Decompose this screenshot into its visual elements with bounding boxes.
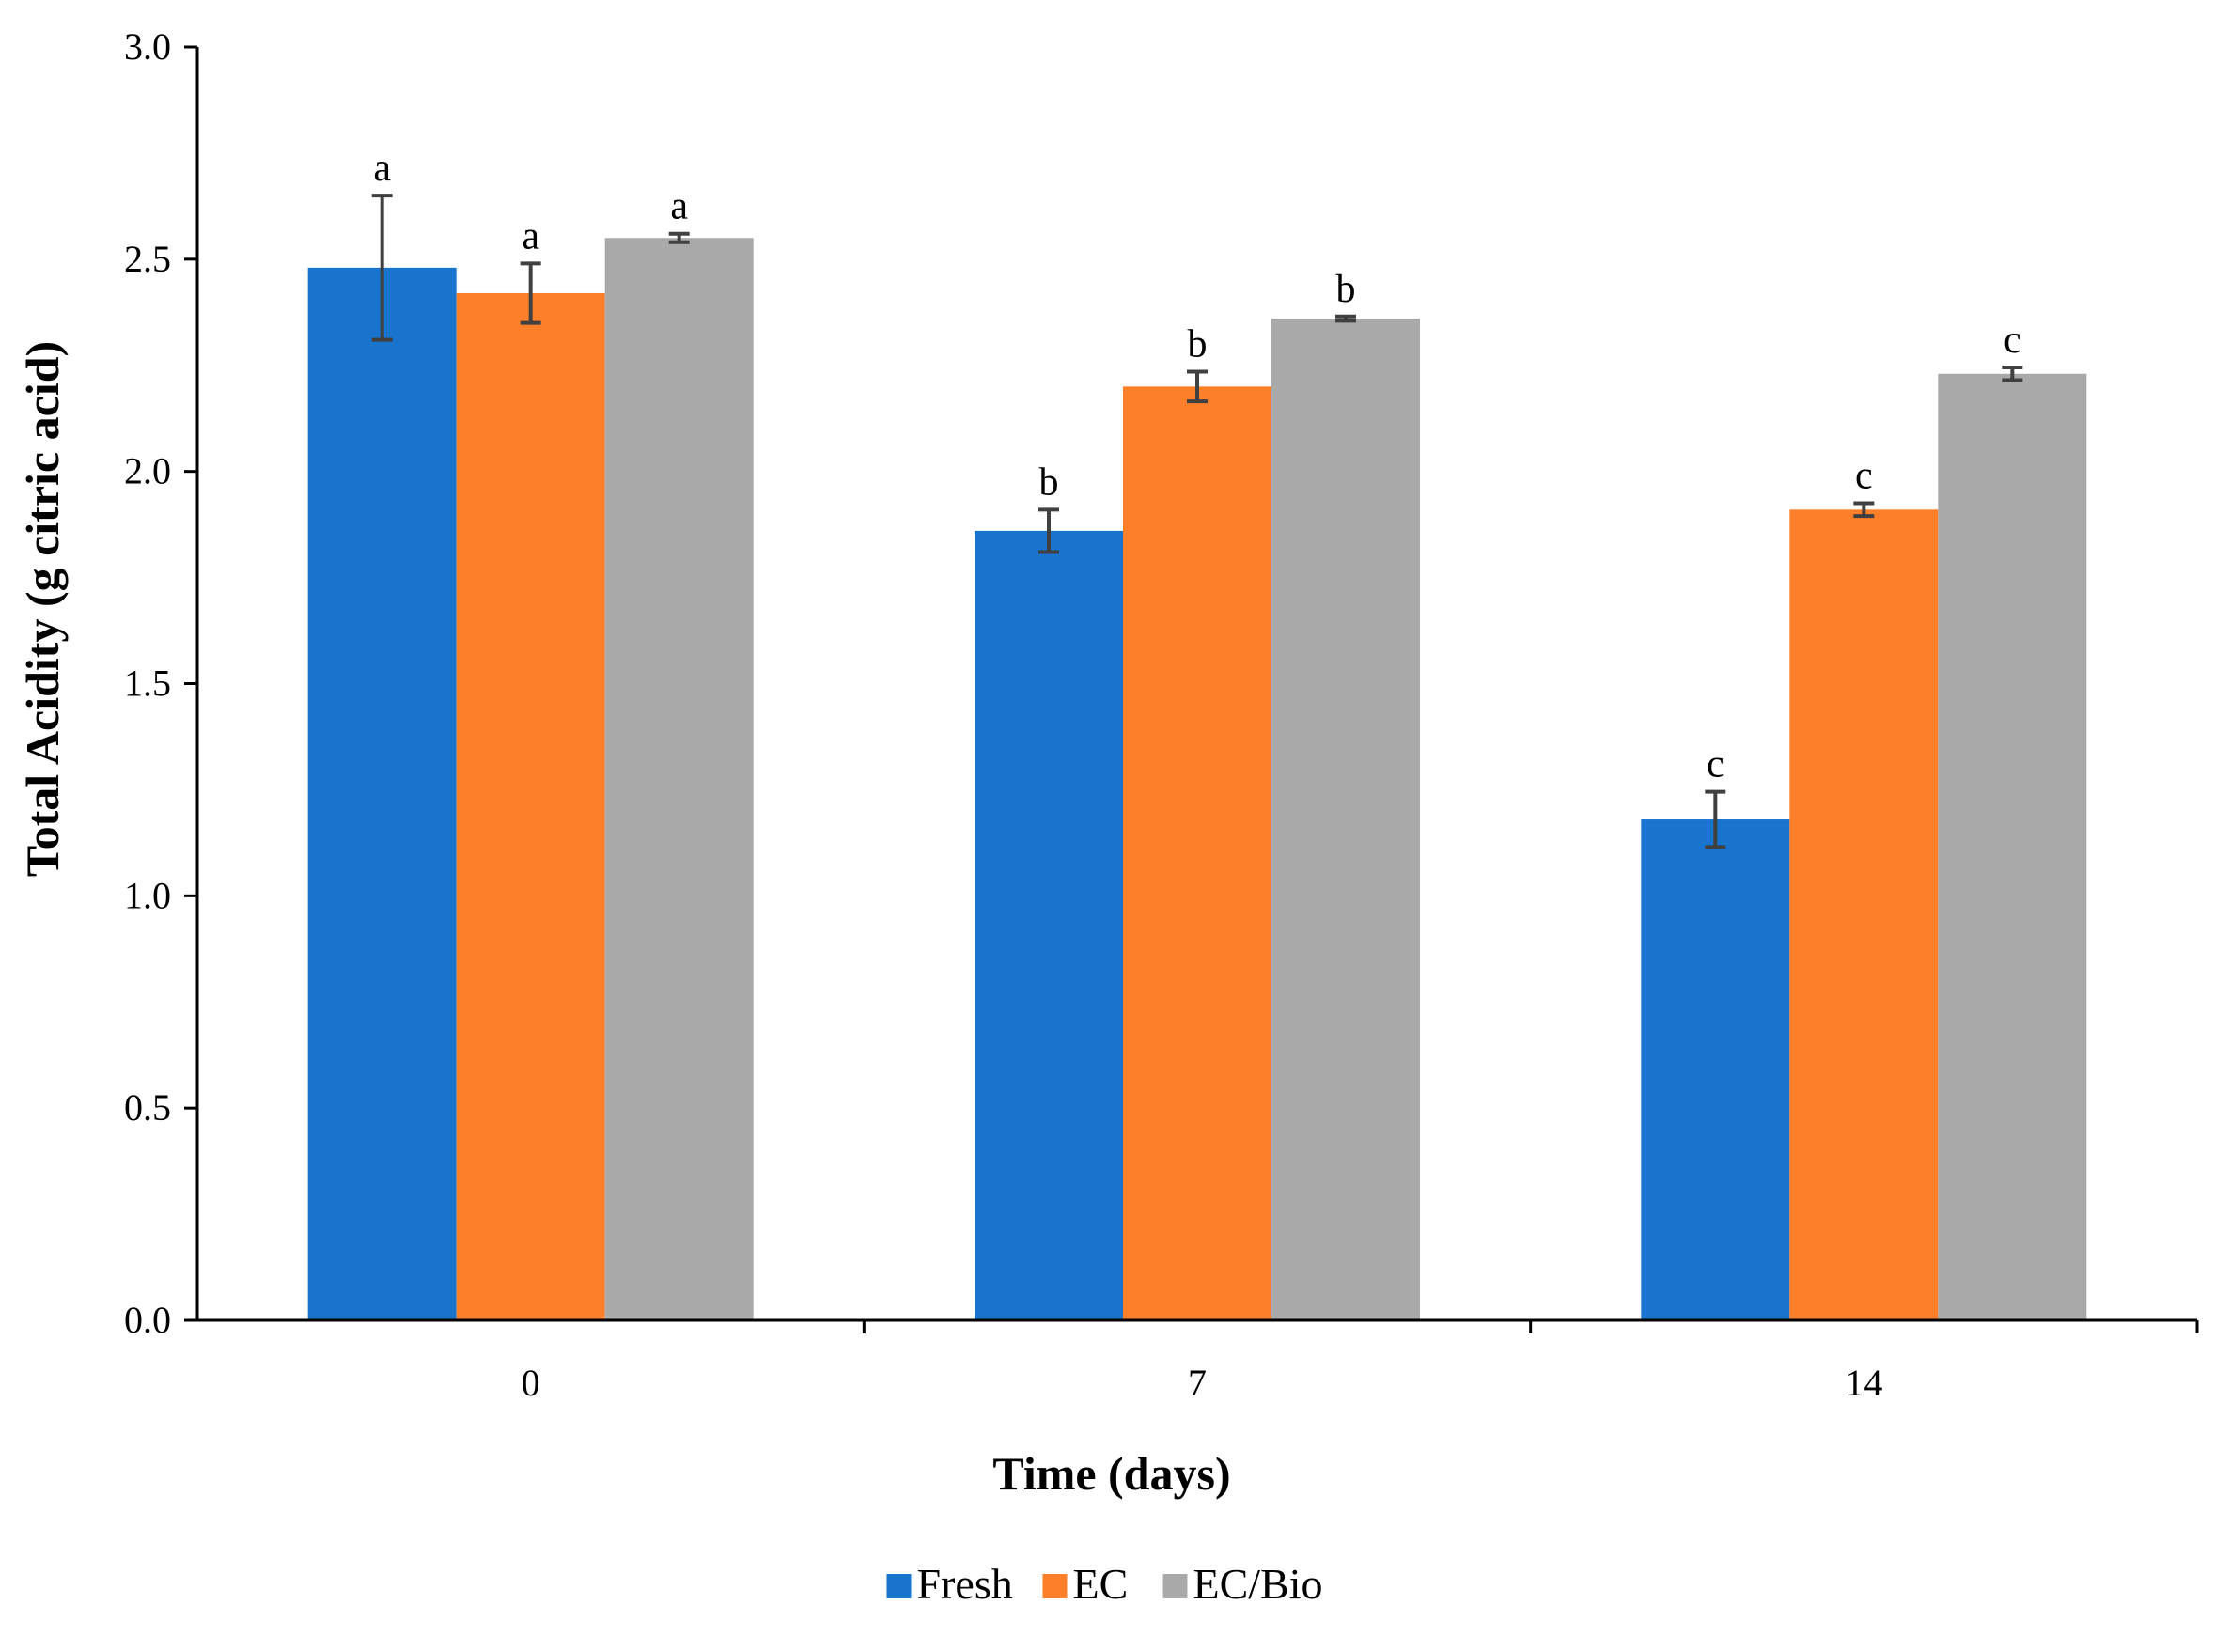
y-axis-title: Total Acidity (g citric acid): [16, 341, 69, 877]
legend-label: EC/Bio: [1193, 1560, 1323, 1608]
y-tick-label: 1.0: [124, 874, 171, 916]
legend-label: EC: [1073, 1560, 1129, 1608]
significance-label: a: [522, 214, 539, 257]
legend-swatch-ec-bio: [1162, 1574, 1188, 1598]
significance-label: a: [373, 147, 391, 190]
bar-ec-bio-day-14: [1938, 373, 2087, 1320]
bars-layer: [307, 238, 2087, 1321]
y-tick-label: 2.0: [124, 450, 171, 492]
significance-label: c: [1707, 743, 1724, 787]
x-tick-label: 0: [522, 1362, 540, 1404]
y-tick-label: 2.5: [124, 238, 171, 280]
significance-label: b: [1336, 268, 1356, 311]
significance-label: b: [1188, 323, 1208, 366]
bar-ec-day-0: [456, 292, 605, 1320]
legend-swatch-fresh: [886, 1574, 912, 1598]
bar-fresh-day-14: [1641, 819, 1790, 1320]
legend: Fresh EC EC/Bio: [886, 1560, 1323, 1608]
error-bars-layer: [371, 194, 2023, 849]
legend-swatch-ec: [1042, 1574, 1068, 1598]
y-tick-label: 0.0: [124, 1299, 171, 1341]
y-tick-label: 1.5: [124, 662, 171, 705]
legend-label: Fresh: [917, 1560, 1013, 1608]
significance-label: a: [670, 185, 688, 228]
x-tick-label: 7: [1188, 1362, 1207, 1404]
bar-ec-bio-day-0: [604, 238, 754, 1320]
y-tick-label: 3.0: [124, 25, 171, 68]
x-axis-title: Time (days): [992, 1447, 1230, 1500]
bar-ec-bio-day-7: [1271, 319, 1420, 1321]
bar-ec-day-14: [1789, 509, 1939, 1320]
significance-label: b: [1039, 460, 1059, 504]
tick-labels-layer: 0.0 0.5 1.0 1.5 2.0 2.5 3.0 0 7 14: [124, 25, 1882, 1404]
bar-fresh-day-0: [307, 267, 457, 1320]
significance-labels-layer: a a a b b b c c c: [373, 147, 2020, 787]
bar-ec-day-7: [1123, 386, 1271, 1320]
axes-layer: [184, 45, 2199, 1333]
significance-label: c: [1855, 455, 1873, 498]
y-tick-label: 0.5: [124, 1086, 171, 1129]
x-tick-label: 14: [1845, 1362, 1882, 1404]
significance-label: c: [2004, 319, 2021, 362]
bar-fresh-day-7: [975, 530, 1123, 1320]
